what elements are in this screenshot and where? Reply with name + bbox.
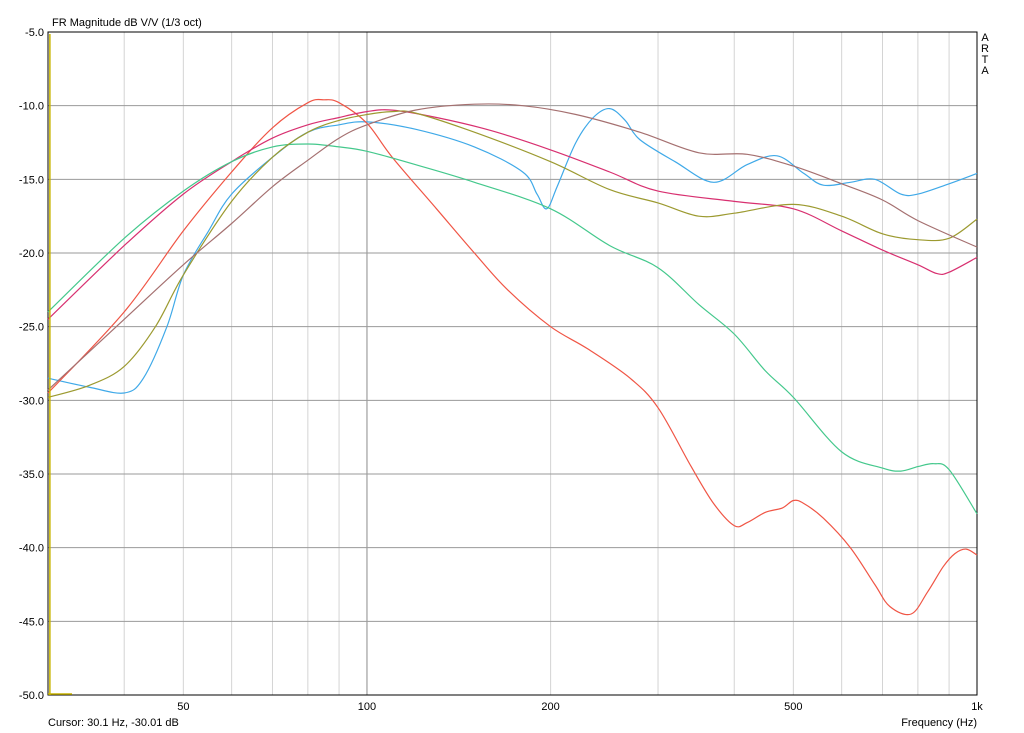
x-axis-label: Frequency (Hz) [901, 717, 977, 729]
series-group [47, 98, 978, 616]
series-line-3 [47, 109, 978, 320]
series-line-4 [47, 143, 978, 515]
y-tick-label: -40.0 [19, 543, 44, 555]
y-tick-label: -10.0 [19, 101, 44, 113]
y-tick-label: -25.0 [19, 322, 44, 334]
chart-title: FR Magnitude dB V/V (1/3 oct) [52, 17, 202, 29]
y-tick-labels: -5.0 -10.0 -15.0 -20.0 -25.0 -30.0 -35.0 -40.0 -… [19, 27, 44, 702]
watermark-letter: R [981, 43, 989, 55]
x-tick-label: 50 [177, 701, 189, 713]
x-tick-label: 100 [358, 701, 376, 713]
y-tick-label: -30.0 [19, 395, 44, 407]
series-line-1 [47, 107, 978, 394]
x-tick-labels: 50 100 200 500 1k [177, 701, 983, 713]
y-tick-label: -50.0 [19, 690, 44, 702]
grid [48, 31, 977, 696]
cursor-readout: Cursor: 30.1 Hz, -30.01 dB [48, 717, 179, 729]
series-line-5 [47, 110, 978, 398]
y-tick-label: -35.0 [19, 469, 44, 481]
y-tick-label: -45.0 [19, 616, 44, 628]
x-tick-label: 200 [541, 701, 559, 713]
watermark-letter: A [981, 65, 989, 77]
cursor-group [48, 34, 72, 695]
plot-frame [47, 31, 978, 696]
x-tick-label: 1k [971, 701, 983, 713]
watermark-letter: T [982, 54, 989, 66]
series-line-2 [47, 98, 978, 616]
y-tick-label: -15.0 [19, 174, 44, 186]
y-tick-label: -20.0 [19, 248, 44, 260]
x-tick-label: 500 [784, 701, 802, 713]
series-line-6 [47, 103, 978, 391]
y-tick-label: -5.0 [25, 27, 44, 39]
watermark-letter: A [981, 32, 989, 44]
